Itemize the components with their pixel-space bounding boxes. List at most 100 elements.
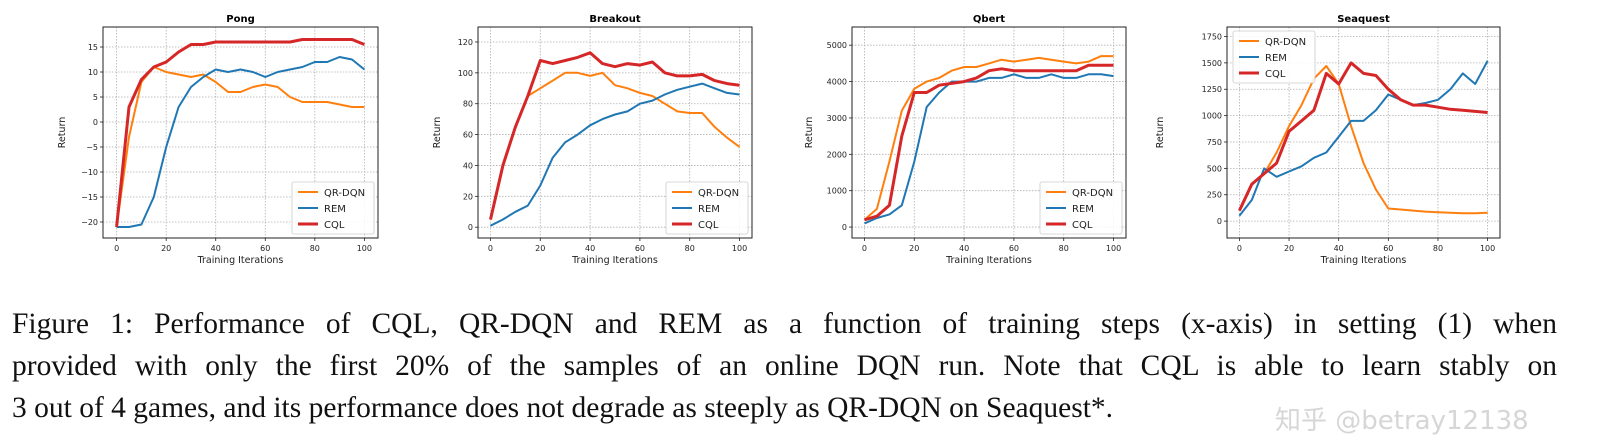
legend: QR-DQN REM CQL — [1232, 30, 1316, 84]
legend-label: CQL — [1265, 69, 1286, 80]
x-tick-label: 60 — [1009, 244, 1019, 253]
x-axis-label: Training Iterations — [945, 255, 1032, 266]
y-tick-label: 4000 — [827, 78, 847, 87]
chart-title: Qbert — [973, 14, 1005, 25]
chart-breakout: 0 20 40 60 80 100 0 20 40 60 80 100 120 Breakout Train… — [432, 14, 753, 266]
watermark: 知乎 @betray12138 — [1275, 406, 1529, 436]
series-line-rem — [490, 82, 740, 227]
y-tick-label: 1750 — [1202, 32, 1222, 41]
legend-label: QR-DQN — [1265, 37, 1306, 48]
x-tick-label: 80 — [310, 244, 320, 253]
chart-title: Breakout — [589, 14, 640, 25]
series-line-cql — [115, 38, 365, 228]
legend-box — [291, 181, 375, 235]
figure-charts: 0 20 40 60 80 100 −20 −15 −10 −5 0 5 10 15 Pong Trainin… — [57, 14, 1501, 266]
y-tick-label: 1500 — [1202, 59, 1222, 68]
legend-label: QR-DQN — [1072, 188, 1113, 199]
legend-label: CQL — [1072, 220, 1093, 231]
legend-box — [1232, 30, 1316, 84]
x-tick-label: 40 — [1334, 244, 1344, 253]
axes-frame — [477, 26, 753, 239]
x-tick-label: 20 — [1284, 244, 1294, 253]
x-tick-label: 100 — [357, 244, 372, 253]
y-tick-label: −15 — [81, 193, 98, 202]
legend-label: REM — [1265, 53, 1287, 64]
x-axis-label: Training Iterations — [571, 255, 658, 266]
x-tick-label: 80 — [1059, 244, 1069, 253]
y-tick-label: 250 — [1207, 191, 1222, 200]
y-tick-label: 60 — [463, 131, 473, 140]
x-tick-label: 60 — [1383, 244, 1393, 253]
legend: QR-DQN REM CQL — [665, 181, 749, 235]
x-tick-label: 20 — [161, 244, 171, 253]
series-line-qr-dqn — [115, 66, 365, 228]
y-axis-label: Return — [57, 117, 68, 149]
y-tick-label: 750 — [1207, 138, 1222, 147]
y-tick-label: 3000 — [827, 114, 847, 123]
legend-box — [1039, 181, 1123, 235]
legend-label: CQL — [698, 220, 719, 231]
series-line-qr-dqn — [863, 55, 1114, 221]
y-axis-label: Return — [432, 117, 443, 149]
x-tick-label: 40 — [959, 244, 969, 253]
y-axis-label: Return — [1155, 117, 1166, 149]
y-tick-label: 120 — [458, 38, 473, 47]
series-line-qr-dqn — [489, 71, 741, 220]
x-tick-label: 0 — [114, 244, 119, 253]
y-tick-label: 1250 — [1202, 85, 1222, 94]
caption-line-3: 3 out of 4 games, and its performance do… — [12, 392, 1114, 424]
axes-frame — [102, 26, 379, 239]
y-tick-label: −5 — [86, 143, 98, 152]
y-tick-label: 80 — [463, 100, 473, 109]
chart-pong: 0 20 40 60 80 100 −20 −15 −10 −5 0 5 10 15 Pong Trainin… — [57, 14, 379, 266]
series-line-cql — [1238, 61, 1488, 212]
series-line-cql — [864, 63, 1114, 222]
x-axis-label: Training Iterations — [197, 255, 284, 266]
chart-title: Pong — [226, 14, 254, 25]
series-line-rem — [116, 56, 366, 228]
chart-qbert: 0 20 40 60 80 100010002000300040005000QbertTr… — [804, 14, 1127, 266]
legend-label: QR-DQN — [698, 188, 739, 199]
axes-frame — [1226, 26, 1501, 239]
x-tick-label: 100 — [732, 244, 747, 253]
x-tick-label: 60 — [260, 244, 270, 253]
y-tick-label: 2000 — [827, 150, 847, 159]
legend: QR-DQN REM CQL — [1039, 181, 1123, 235]
legend: QR-DQN REM CQL — [291, 181, 375, 235]
y-tick-label: 5000 — [827, 41, 847, 50]
legend-label: REM — [324, 204, 346, 215]
y-tick-label: 100 — [458, 69, 473, 78]
legend-label: CQL — [324, 220, 345, 231]
x-tick-label: 80 — [685, 244, 695, 253]
series-line-rem — [864, 73, 1114, 225]
y-tick-label: 15 — [88, 43, 98, 52]
x-tick-label: 100 — [1106, 244, 1121, 253]
x-tick-label: 100 — [1480, 244, 1495, 253]
axes-frame — [851, 26, 1127, 239]
x-tick-label: 40 — [211, 244, 221, 253]
y-tick-label: 5 — [93, 93, 98, 102]
series-line-rem — [1238, 60, 1489, 217]
y-tick-label: 0 — [93, 118, 98, 127]
chart-title: Seaquest — [1337, 14, 1390, 25]
y-tick-label: 40 — [463, 161, 473, 170]
legend-box — [665, 181, 749, 235]
y-tick-label: 1000 — [827, 187, 847, 196]
legend-label: REM — [698, 204, 720, 215]
y-axis-label: Return — [804, 117, 815, 149]
y-tick-label: 0 — [1217, 217, 1222, 226]
x-tick-label: 0 — [1237, 244, 1242, 253]
chart-seaquest: 0 20 40 60 80 10002505007501000125015001750Se… — [1155, 14, 1501, 266]
x-tick-label: 0 — [488, 244, 493, 253]
x-tick-label: 20 — [909, 244, 919, 253]
y-tick-label: −10 — [81, 168, 98, 177]
legend-label: REM — [1072, 204, 1094, 215]
y-tick-label: 10 — [88, 68, 98, 77]
y-tick-label: 0 — [842, 223, 847, 232]
x-tick-label: 20 — [535, 244, 545, 253]
y-tick-label: 500 — [1207, 164, 1222, 173]
x-tick-label: 0 — [862, 244, 867, 253]
caption-line-2: provided with only the first 20% of the … — [12, 350, 1557, 382]
x-tick-label: 80 — [1433, 244, 1443, 253]
y-tick-label: 1000 — [1202, 112, 1222, 121]
